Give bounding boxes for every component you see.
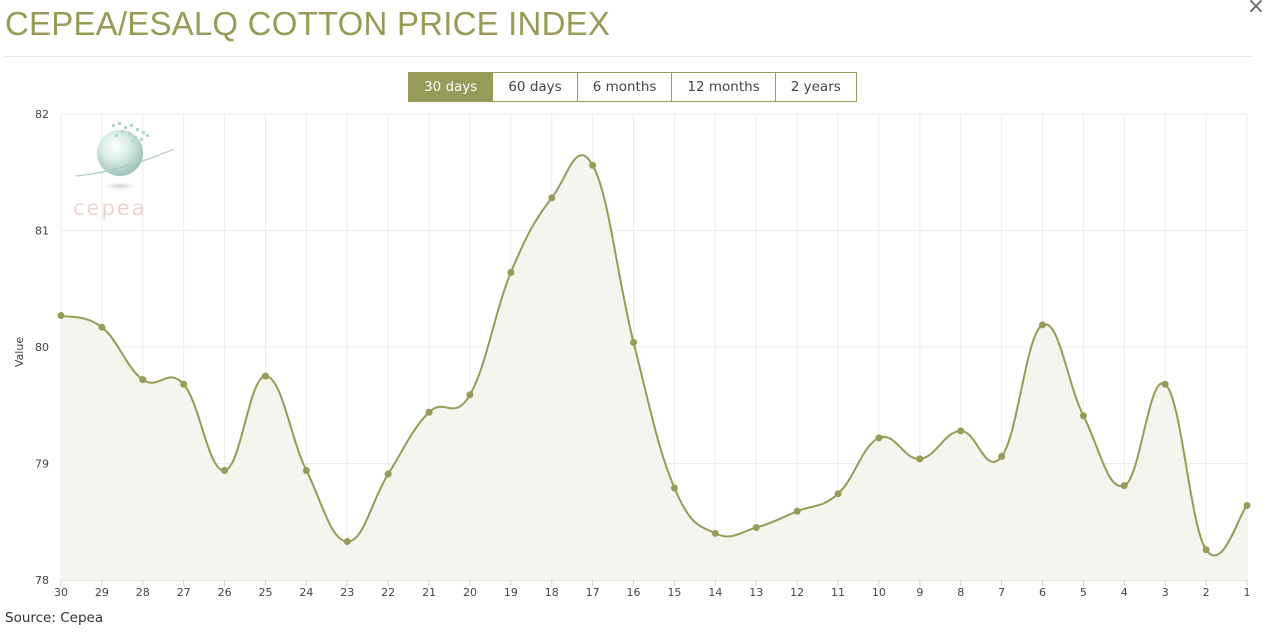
data-point[interactable]	[139, 376, 147, 384]
range-button-60-days[interactable]: 60 days	[493, 72, 578, 102]
x-tick-label: 28	[136, 586, 150, 599]
x-tick-label: 22	[381, 586, 395, 599]
data-point[interactable]	[916, 455, 924, 463]
x-tick-label: 11	[831, 586, 845, 599]
logo-orbit	[75, 148, 175, 177]
title-divider	[5, 56, 1253, 57]
data-point[interactable]	[875, 434, 883, 442]
y-tick-label: 80	[35, 341, 49, 354]
data-point[interactable]	[466, 391, 474, 399]
x-tick-label: 10	[872, 586, 886, 599]
x-tick-label: 12	[790, 586, 804, 599]
x-tick-label: 29	[95, 586, 109, 599]
range-selector: 30 days 60 days 6 months 12 months 2 yea…	[408, 72, 857, 102]
x-tick-label: 14	[708, 586, 722, 599]
range-button-6-months[interactable]: 6 months	[577, 72, 673, 102]
data-point[interactable]	[180, 380, 188, 388]
x-tick-label: 21	[422, 586, 436, 599]
data-point[interactable]	[1202, 546, 1210, 554]
range-button-30-days[interactable]: 30 days	[408, 72, 494, 102]
x-tick-label: 27	[177, 586, 191, 599]
data-point[interactable]	[670, 484, 678, 492]
y-tick-label: 82	[35, 108, 49, 121]
data-point[interactable]	[834, 490, 842, 498]
data-point[interactable]	[793, 507, 801, 515]
page-title: CEPEA/ESALQ COTTON PRICE INDEX	[5, 5, 611, 42]
data-point[interactable]	[1039, 321, 1047, 329]
x-tick-label: 1	[1244, 586, 1251, 599]
data-point[interactable]	[221, 466, 229, 474]
series-area	[61, 155, 1247, 580]
y-tick-label: 78	[35, 574, 49, 587]
data-point[interactable]	[343, 538, 351, 546]
x-tick-label: 24	[299, 586, 313, 599]
data-point[interactable]	[384, 470, 392, 478]
data-point[interactable]	[507, 268, 515, 276]
range-button-2-years[interactable]: 2 years	[775, 72, 857, 102]
data-point[interactable]	[1120, 482, 1128, 490]
data-point[interactable]	[957, 427, 965, 435]
logo-wordmark: cepea	[73, 196, 147, 220]
data-point[interactable]	[589, 161, 597, 169]
x-tick-label: 5	[1080, 586, 1087, 599]
x-tick-label: 13	[749, 586, 763, 599]
x-tick-label: 25	[258, 586, 272, 599]
data-point[interactable]	[1243, 501, 1251, 509]
x-tick-label: 8	[957, 586, 964, 599]
x-tick-label: 19	[504, 586, 518, 599]
data-point[interactable]	[711, 529, 719, 537]
data-point[interactable]	[1161, 380, 1169, 388]
x-tick-label: 7	[998, 586, 1005, 599]
data-point[interactable]	[425, 408, 433, 416]
data-point[interactable]	[998, 453, 1006, 461]
cepea-logo-watermark: cepea	[73, 122, 175, 220]
data-point[interactable]	[57, 312, 65, 320]
y-tick-label: 79	[35, 458, 49, 471]
y-axis-title: Value	[13, 337, 26, 367]
x-tick-label: 23	[340, 586, 354, 599]
data-point[interactable]	[302, 466, 310, 474]
source-note: Source: Cepea	[5, 610, 104, 626]
x-tick-label: 6	[1039, 586, 1046, 599]
data-point[interactable]	[261, 372, 269, 380]
range-button-12-months[interactable]: 12 months	[672, 72, 776, 102]
x-tick-label: 3	[1162, 586, 1169, 599]
x-tick-label: 18	[545, 586, 559, 599]
x-tick-label: 9	[916, 586, 923, 599]
data-point[interactable]	[752, 524, 760, 532]
x-tick-label: 4	[1121, 586, 1128, 599]
data-point[interactable]	[548, 194, 556, 202]
data-point[interactable]	[98, 323, 106, 331]
x-tick-label: 17	[586, 586, 600, 599]
x-tick-label: 26	[218, 586, 232, 599]
data-point[interactable]	[1079, 412, 1087, 420]
logo-pixels	[112, 122, 149, 143]
x-tick-label: 30	[54, 586, 68, 599]
x-tick-label: 2	[1203, 586, 1210, 599]
close-icon[interactable]: ×	[1246, 0, 1266, 19]
x-tick-label: 15	[667, 586, 681, 599]
y-tick-label: 81	[35, 225, 49, 238]
logo-shadow	[100, 181, 140, 191]
data-point[interactable]	[630, 338, 638, 346]
data-points	[57, 161, 1251, 554]
x-tick-label: 16	[627, 586, 641, 599]
x-tick-label: 20	[463, 586, 477, 599]
